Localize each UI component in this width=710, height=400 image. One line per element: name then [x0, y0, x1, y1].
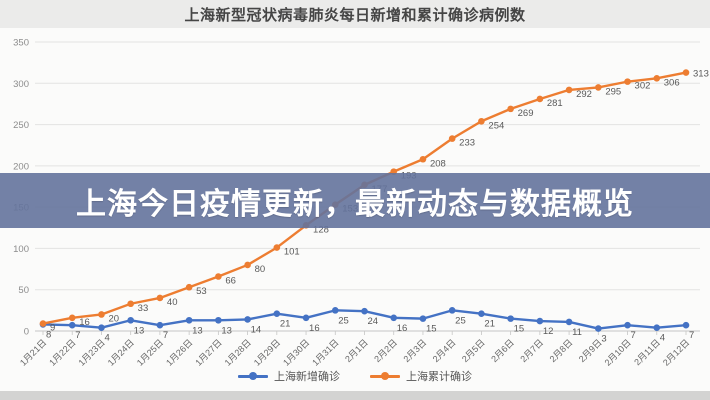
svg-text:7: 7 [631, 330, 636, 341]
svg-text:2月9日: 2月9日 [577, 337, 604, 364]
svg-text:25: 25 [338, 315, 349, 326]
svg-text:100: 100 [13, 244, 29, 255]
svg-text:7: 7 [75, 330, 80, 341]
bottom-gray-strip [0, 391, 710, 400]
svg-text:313: 313 [693, 69, 709, 80]
svg-text:7: 7 [689, 330, 694, 341]
line-dot-marker-icon [370, 372, 400, 380]
svg-text:254: 254 [488, 120, 504, 131]
svg-text:1月28日: 1月28日 [223, 337, 253, 367]
svg-text:8: 8 [46, 329, 51, 340]
svg-text:20: 20 [108, 313, 119, 324]
svg-text:24: 24 [368, 316, 379, 327]
svg-text:101: 101 [284, 247, 300, 258]
svg-text:1月22日: 1月22日 [47, 337, 77, 367]
svg-text:128: 128 [313, 224, 329, 235]
svg-text:1月23日: 1月23日 [76, 337, 106, 367]
svg-text:2月8日: 2月8日 [548, 337, 575, 364]
svg-text:269: 269 [518, 108, 534, 119]
news-banner-text: 上海今日疫情更新，最新动态与数据概览 [76, 187, 634, 221]
svg-text:1月29日: 1月29日 [252, 337, 282, 367]
svg-text:0: 0 [24, 327, 29, 338]
svg-text:200: 200 [13, 161, 29, 172]
svg-text:16: 16 [397, 323, 408, 334]
news-banner-overlay: 上海今日疫情更新，最新动态与数据概览 [0, 173, 710, 228]
svg-text:7: 7 [163, 330, 168, 341]
svg-text:4: 4 [104, 333, 109, 344]
legend-item-new-cases: 上海新增确诊 [238, 368, 340, 384]
svg-text:1月27日: 1月27日 [193, 337, 223, 367]
legend-label: 上海累计确诊 [406, 371, 472, 383]
svg-text:21: 21 [484, 319, 495, 330]
svg-text:16: 16 [79, 317, 90, 328]
svg-text:16: 16 [309, 323, 320, 334]
svg-text:11: 11 [572, 327, 582, 338]
svg-text:233: 233 [459, 138, 475, 149]
svg-text:2月3日: 2月3日 [401, 337, 428, 364]
svg-text:2月11日: 2月11日 [632, 337, 662, 367]
svg-text:302: 302 [635, 81, 651, 92]
svg-text:40: 40 [167, 297, 178, 308]
svg-text:4: 4 [660, 333, 665, 344]
svg-text:12: 12 [543, 326, 554, 337]
svg-text:21: 21 [280, 319, 291, 330]
svg-text:2月10日: 2月10日 [603, 337, 633, 367]
svg-text:9: 9 [50, 323, 55, 334]
svg-text:13: 13 [134, 325, 145, 336]
svg-text:1月26日: 1月26日 [164, 337, 194, 367]
svg-text:66: 66 [225, 276, 236, 287]
svg-text:2月4日: 2月4日 [431, 337, 458, 364]
svg-text:1月31日: 1月31日 [310, 337, 340, 367]
svg-text:50: 50 [18, 285, 29, 296]
svg-text:208: 208 [430, 158, 446, 169]
svg-text:350: 350 [13, 38, 29, 49]
svg-text:2月6日: 2月6日 [489, 337, 516, 364]
svg-text:2月7日: 2月7日 [518, 337, 545, 364]
svg-text:295: 295 [605, 86, 621, 97]
svg-text:1月21日: 1月21日 [18, 337, 48, 367]
svg-text:1月30日: 1月30日 [281, 337, 311, 367]
svg-text:2月12日: 2月12日 [661, 337, 691, 367]
svg-text:281: 281 [547, 98, 563, 109]
svg-text:15: 15 [426, 324, 437, 335]
svg-text:80: 80 [255, 264, 266, 275]
svg-text:13: 13 [192, 325, 203, 336]
svg-text:306: 306 [664, 77, 680, 88]
legend-item-cumulative-cases: 上海累计确诊 [370, 368, 472, 384]
svg-text:53: 53 [196, 286, 207, 297]
svg-text:15: 15 [514, 324, 525, 335]
svg-text:2月5日: 2月5日 [460, 337, 487, 364]
svg-text:2月2日: 2月2日 [372, 337, 399, 364]
line-dot-marker-icon [238, 372, 268, 380]
svg-text:13: 13 [221, 325, 232, 336]
svg-text:292: 292 [576, 89, 592, 100]
chart-legend: 上海新增确诊 上海累计确诊 [0, 368, 710, 384]
svg-text:300: 300 [13, 79, 29, 90]
svg-text:2月1日: 2月1日 [343, 337, 370, 364]
svg-text:1月24日: 1月24日 [106, 337, 136, 367]
legend-label: 上海新增确诊 [274, 371, 340, 383]
svg-text:3: 3 [601, 334, 606, 345]
chart-title: 上海新型冠状病毒肺炎每日新增和累计确诊病例数 [184, 6, 526, 24]
svg-text:250: 250 [13, 120, 29, 131]
title-band: 上海新型冠状病毒肺炎每日新增和累计确诊病例数 [0, 0, 710, 28]
svg-text:33: 33 [138, 303, 149, 314]
svg-text:25: 25 [455, 315, 466, 326]
svg-text:1月25日: 1月25日 [135, 337, 165, 367]
svg-text:14: 14 [251, 324, 262, 335]
